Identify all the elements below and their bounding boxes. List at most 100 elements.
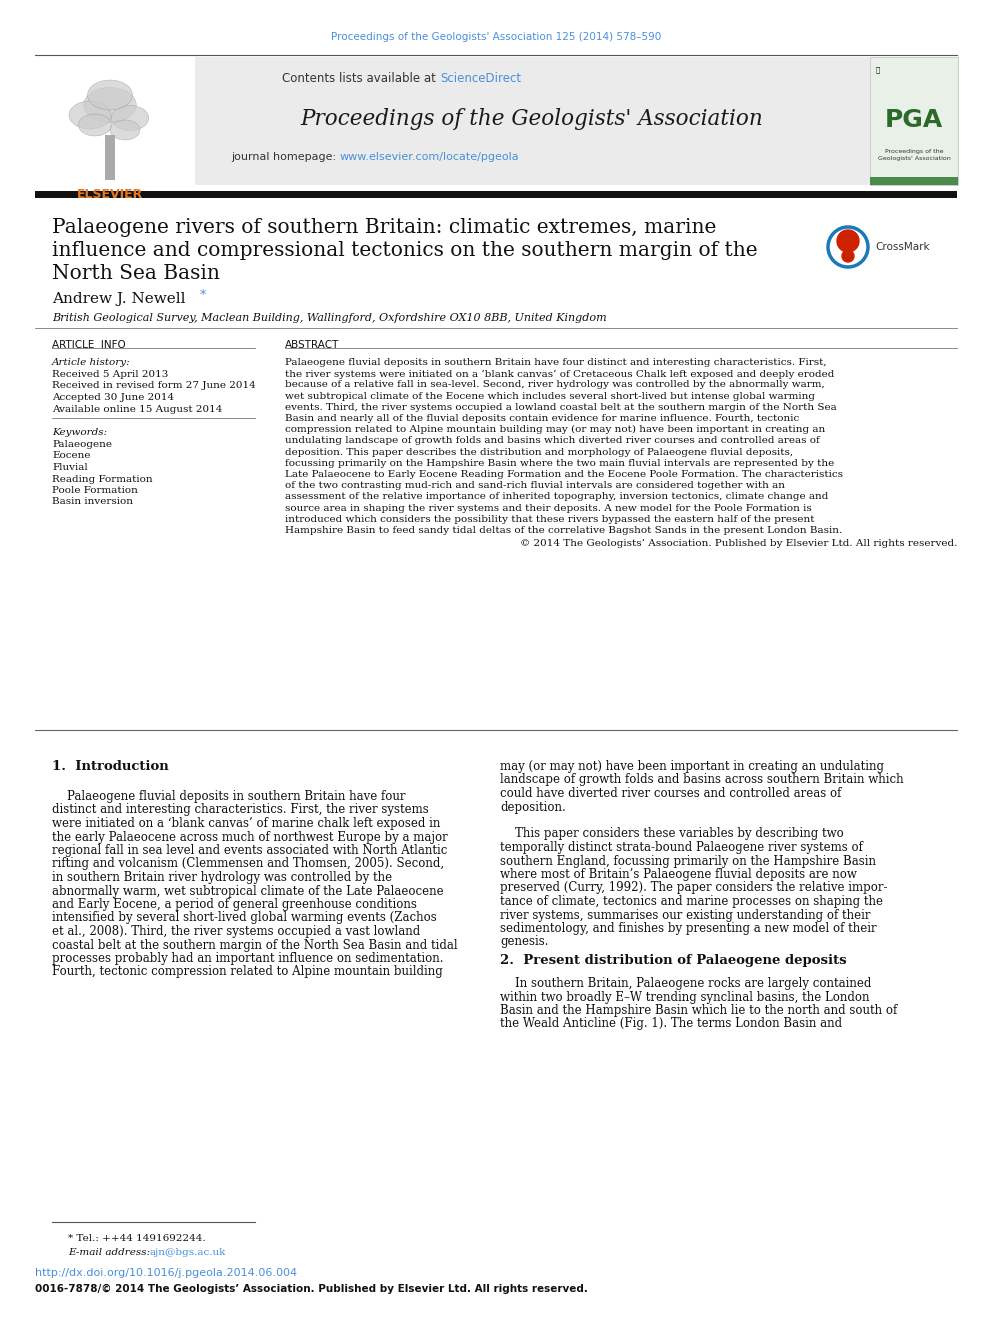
Text: Article history:: Article history: [52,359,131,366]
Text: compression related to Alpine mountain building may (or may not) have been impor: compression related to Alpine mountain b… [285,425,825,434]
Text: coastal belt at the southern margin of the North Sea Basin and tidal: coastal belt at the southern margin of t… [52,938,457,951]
Text: Basin inversion: Basin inversion [52,497,133,507]
Text: landscape of growth folds and basins across southern Britain which: landscape of growth folds and basins acr… [500,774,904,786]
Text: et al., 2008). Third, the river systems occupied a vast lowland: et al., 2008). Third, the river systems … [52,925,421,938]
Text: Palaeogene fluvial deposits in southern Britain have four distinct and interesti: Palaeogene fluvial deposits in southern … [285,359,826,366]
Text: * Tel.: ++44 1491692244.: * Tel.: ++44 1491692244. [68,1234,205,1244]
Ellipse shape [111,106,149,131]
Text: Palaeogene rivers of southern Britain: climatic extremes, marine: Palaeogene rivers of southern Britain: c… [52,218,716,237]
Text: Eocene: Eocene [52,451,90,460]
Text: 1.  Introduction: 1. Introduction [52,759,169,773]
Text: Palaeogene: Palaeogene [52,441,112,448]
Text: Hampshire Basin to feed sandy tidal deltas of the correlative Bagshot Sands in t: Hampshire Basin to feed sandy tidal delt… [285,527,842,534]
Text: Keywords:: Keywords: [52,429,107,437]
Text: processes probably had an important influence on sedimentation.: processes probably had an important infl… [52,953,443,964]
Text: river systems, summarises our existing understanding of their: river systems, summarises our existing u… [500,909,871,922]
Text: Accepted 30 June 2014: Accepted 30 June 2014 [52,393,175,402]
Text: temporally distinct strata-bound Palaeogene river systems of: temporally distinct strata-bound Palaeog… [500,841,863,855]
Ellipse shape [78,114,111,136]
Text: southern England, focussing primarily on the Hampshire Basin: southern England, focussing primarily on… [500,855,876,868]
Text: Late Palaeocene to Early Eocene Reading Formation and the Eocene Poole Formation: Late Palaeocene to Early Eocene Reading … [285,470,843,479]
Text: ScienceDirect: ScienceDirect [440,71,521,85]
Text: the Weald Anticline (Fig. 1). The terms London Basin and: the Weald Anticline (Fig. 1). The terms … [500,1017,842,1031]
Text: Proceedings of the Geologists' Association: Proceedings of the Geologists' Associati… [301,108,764,130]
Text: influence and compressional tectonics on the southern margin of the: influence and compressional tectonics on… [52,241,758,261]
Ellipse shape [83,87,136,123]
Circle shape [842,250,854,262]
Text: © 2014 The Geologists’ Association. Published by Elsevier Ltd. All rights reserv: © 2014 The Geologists’ Association. Publ… [520,540,957,548]
Bar [870,57,958,185]
Text: 2.  Present distribution of Palaeogene deposits: 2. Present distribution of Palaeogene de… [500,954,846,967]
Text: were initiated on a ‘blank canvas’ of marine chalk left exposed in: were initiated on a ‘blank canvas’ of ma… [52,818,440,830]
Text: Fluvial: Fluvial [52,463,87,472]
Bar [195,57,870,185]
Text: PGA: PGA [885,108,943,132]
Text: Reading Formation: Reading Formation [52,475,153,483]
Bar [35,57,193,185]
Text: http://dx.doi.org/10.1016/j.pgeola.2014.06.004: http://dx.doi.org/10.1016/j.pgeola.2014.… [35,1267,298,1278]
Text: may (or may not) have been important in creating an undulating: may (or may not) have been important in … [500,759,884,773]
Text: of the two contrasting mud-rich and sand-rich fluvial intervals are considered t: of the two contrasting mud-rich and sand… [285,482,785,491]
Text: where most of Britain’s Palaeogene fluvial deposits are now: where most of Britain’s Palaeogene fluvi… [500,868,857,881]
Text: 🔬: 🔬 [876,66,880,73]
Text: ELSEVIER: ELSEVIER [76,188,143,201]
Text: sedimentology, and finishes by presenting a new model of their: sedimentology, and finishes by presentin… [500,922,877,935]
Text: Fourth, tectonic compression related to Alpine mountain building: Fourth, tectonic compression related to … [52,966,442,979]
Ellipse shape [69,101,111,130]
Text: British Geological Survey, Maclean Building, Wallingford, Oxfordshire OX10 8BB, : British Geological Survey, Maclean Build… [52,314,607,323]
Text: rifting and volcanism (Clemmensen and Thomsen, 2005). Second,: rifting and volcanism (Clemmensen and Th… [52,857,444,871]
Text: focussing primarily on the Hampshire Basin where the two main fluvial intervals : focussing primarily on the Hampshire Bas… [285,459,834,468]
Text: In southern Britain, Palaeogene rocks are largely contained: In southern Britain, Palaeogene rocks ar… [500,976,871,990]
Text: Available online 15 August 2014: Available online 15 August 2014 [52,405,222,414]
Text: and Early Eocene, a period of general greenhouse conditions: and Early Eocene, a period of general gr… [52,898,417,912]
Text: undulating landscape of growth folds and basins which diverted river courses and: undulating landscape of growth folds and… [285,437,819,446]
Text: 0016-7878/© 2014 The Geologists’ Association. Published by Elsevier Ltd. All rig: 0016-7878/© 2014 The Geologists’ Associa… [35,1285,588,1294]
Text: abnormally warm, wet subtropical climate of the Late Palaeocene: abnormally warm, wet subtropical climate… [52,885,443,897]
Text: Andrew J. Newell: Andrew J. Newell [52,292,186,306]
Text: Proceedings of the
Geologists' Association: Proceedings of the Geologists' Associati… [878,149,950,161]
Text: www.elsevier.com/locate/pgeola: www.elsevier.com/locate/pgeola [340,152,520,161]
Bar [870,177,958,185]
Text: within two broadly E–W trending synclinal basins, the London: within two broadly E–W trending synclina… [500,991,870,1004]
Text: distinct and interesting characteristics. First, the river systems: distinct and interesting characteristics… [52,803,429,816]
Text: the river systems were initiated on a ‘blank canvas’ of Cretaceous Chalk left ex: the river systems were initiated on a ‘b… [285,369,834,378]
Text: deposition. This paper describes the distribution and morphology of Palaeogene f: deposition. This paper describes the dis… [285,447,794,456]
Text: Poole Formation: Poole Formation [52,486,138,495]
Text: *: * [200,288,206,302]
Text: Palaeogene fluvial deposits in southern Britain have four: Palaeogene fluvial deposits in southern … [52,790,406,803]
Text: Received 5 April 2013: Received 5 April 2013 [52,370,169,378]
Text: ajn@bgs.ac.uk: ajn@bgs.ac.uk [150,1248,226,1257]
Text: Basin and the Hampshire Basin which lie to the north and south of: Basin and the Hampshire Basin which lie … [500,1004,897,1017]
Text: intensified by several short-lived global warming events (Zachos: intensified by several short-lived globa… [52,912,436,925]
Text: wet subtropical climate of the Eocene which includes several short-lived but int: wet subtropical climate of the Eocene wh… [285,392,815,401]
Text: This paper considers these variables by describing two: This paper considers these variables by … [500,827,844,840]
Text: introduced which considers the possibility that these rivers bypassed the easter: introduced which considers the possibili… [285,515,814,524]
Text: because of a relative fall in sea-level. Second, river hydrology was controlled : because of a relative fall in sea-level.… [285,381,824,389]
Text: ARTICLE  INFO: ARTICLE INFO [52,340,126,351]
Text: Basin and nearly all of the fluvial deposits contain evidence for marine influen: Basin and nearly all of the fluvial depo… [285,414,800,423]
Text: could have diverted river courses and controlled areas of: could have diverted river courses and co… [500,787,841,800]
Text: in southern Britain river hydrology was controlled by the: in southern Britain river hydrology was … [52,871,392,884]
Text: preserved (Curry, 1992). The paper considers the relative impor-: preserved (Curry, 1992). The paper consi… [500,881,888,894]
Text: journal homepage:: journal homepage: [231,152,340,161]
Text: regional fall in sea level and events associated with North Atlantic: regional fall in sea level and events as… [52,844,447,857]
Text: the early Palaeocene across much of northwest Europe by a major: the early Palaeocene across much of nort… [52,831,447,844]
Text: CrossMark: CrossMark [875,242,930,251]
Ellipse shape [87,79,133,110]
Text: tance of climate, tectonics and marine processes on shaping the: tance of climate, tectonics and marine p… [500,894,883,908]
Text: genesis.: genesis. [500,935,549,949]
Ellipse shape [110,120,140,140]
Circle shape [837,230,859,251]
Text: Proceedings of the Geologists' Association 125 (2014) 578–590: Proceedings of the Geologists' Associati… [331,32,661,42]
Text: North Sea Basin: North Sea Basin [52,265,220,283]
Bar [105,135,115,180]
Text: assessment of the relative importance of inherited topography, inversion tectoni: assessment of the relative importance of… [285,492,828,501]
Text: E-mail address:: E-mail address: [68,1248,154,1257]
Text: Contents lists available at: Contents lists available at [283,71,440,85]
Bar [35,191,957,198]
Text: ABSTRACT: ABSTRACT [285,340,339,351]
Text: deposition.: deposition. [500,800,565,814]
Text: Received in revised form 27 June 2014: Received in revised form 27 June 2014 [52,381,256,390]
Text: source area in shaping the river systems and their deposits. A new model for the: source area in shaping the river systems… [285,504,811,512]
Text: events. Third, the river systems occupied a lowland coastal belt at the southern: events. Third, the river systems occupie… [285,402,836,411]
